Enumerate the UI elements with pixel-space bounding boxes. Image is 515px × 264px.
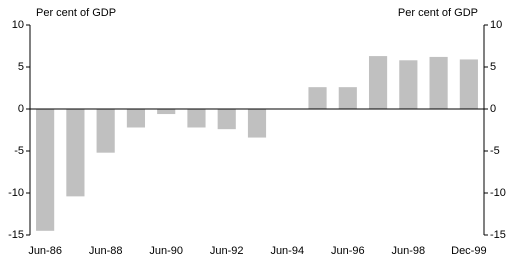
y2-tick-label: -10 [490, 187, 506, 199]
y-tick-label: 5 [18, 61, 24, 73]
y2-tick-label: 0 [490, 103, 496, 115]
bar [187, 109, 206, 128]
x-tick-label: Jun-98 [392, 245, 426, 257]
y-tick-label: 0 [18, 103, 24, 115]
x-tick-label: Jun-90 [149, 245, 183, 257]
bar [368, 56, 388, 109]
bar [36, 109, 55, 231]
y-tick-label: -10 [8, 187, 24, 199]
y2-tick-label: -15 [490, 229, 506, 241]
y-axis-label: Per cent of GDP [36, 7, 116, 19]
bar [399, 60, 418, 109]
bar [429, 56, 448, 109]
bar [247, 109, 267, 138]
bar [126, 109, 146, 128]
x-tick-label: Jun-88 [89, 245, 123, 257]
y-tick-label: -15 [8, 229, 24, 241]
x-tick-label: Jun-92 [210, 245, 244, 257]
y-tick-label: -5 [14, 145, 24, 157]
y2-axis-label: Per cent of GDP [398, 7, 478, 19]
bar [66, 109, 85, 197]
x-tick-label: Jun-96 [331, 245, 365, 257]
x-tick-label: Jun-86 [28, 245, 62, 257]
y-tick-label: 10 [12, 19, 24, 31]
y2-tick-label: -5 [490, 145, 500, 157]
x-tick-label: Dec-99 [451, 245, 486, 257]
bar [96, 109, 115, 153]
y2-tick-label: 5 [490, 61, 496, 73]
bar [459, 59, 478, 109]
bar [157, 109, 176, 115]
bar [338, 87, 357, 109]
x-tick-label: Jun-94 [270, 245, 304, 257]
bar [217, 109, 236, 130]
y2-tick-label: 10 [490, 19, 502, 31]
bar [308, 87, 327, 109]
